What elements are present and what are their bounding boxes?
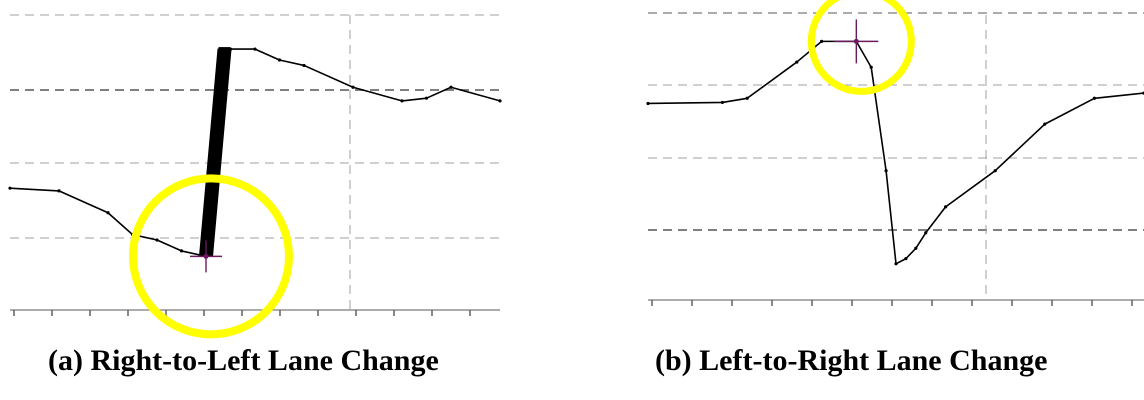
series-point-2 (106, 211, 110, 215)
series-point-14 (1043, 122, 1047, 126)
series-point-0 (646, 101, 650, 106)
series-point-12 (944, 205, 948, 209)
series-point-9 (277, 58, 282, 62)
series-point-7 (884, 169, 888, 173)
chart-panel-b (600, 0, 1144, 330)
chart-b-svg (646, 0, 1144, 306)
caption-a: (a) Right-to-Left Lane Change (48, 344, 439, 377)
series-point-6 (869, 65, 873, 69)
series-point-3 (795, 60, 799, 64)
series-point-11 (924, 231, 928, 235)
series-line-0 (9, 48, 501, 258)
series-point-10 (914, 246, 918, 250)
series-point-15 (498, 99, 502, 103)
series-point-0 (8, 186, 12, 190)
series-point-2 (745, 96, 749, 100)
series-point-4 (155, 238, 159, 242)
series-point-5 (179, 249, 184, 253)
marker-point (203, 253, 209, 259)
series-point-15 (1092, 96, 1096, 100)
series-point-11 (351, 85, 355, 89)
series-point-9 (904, 257, 908, 261)
series-point-8 (253, 47, 257, 51)
caption-b: (b) Left-to-Right Lane Change (655, 344, 1048, 377)
series-point-7 (228, 47, 233, 51)
series-point-1 (57, 189, 61, 193)
series-point-4 (820, 39, 824, 43)
series-point-12 (400, 99, 404, 103)
series-point-8 (894, 262, 898, 266)
chart-panel-a (0, 0, 520, 339)
highlight-circle (807, 0, 915, 95)
chart-a-svg (8, 14, 502, 339)
series-point-1 (720, 100, 724, 105)
series-point-10 (302, 63, 306, 68)
marker-point (853, 38, 859, 44)
series-point-14 (449, 85, 453, 89)
series-point-13 (993, 169, 997, 173)
highlight-circle (129, 174, 293, 339)
series-point-13 (424, 96, 429, 100)
series-transition-segment (199, 48, 232, 257)
